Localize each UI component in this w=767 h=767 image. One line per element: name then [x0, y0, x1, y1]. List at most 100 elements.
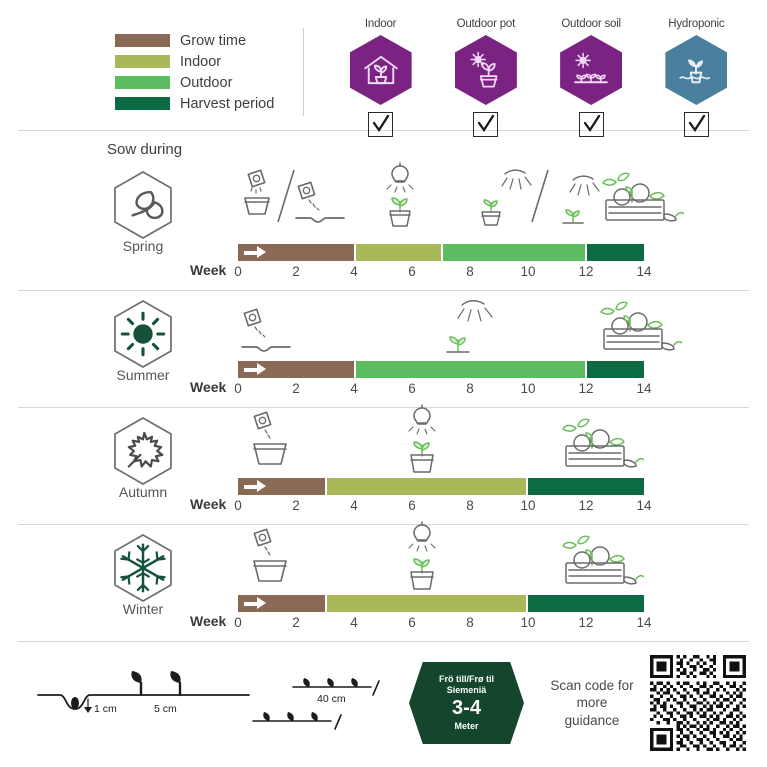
seed-count-value: 3-4	[452, 697, 481, 720]
legend-item: Harvest period	[115, 93, 285, 114]
season-row-autumn: Autumn	[18, 404, 749, 524]
hexagon-badge	[665, 35, 728, 105]
alternative-slash-divider	[529, 168, 551, 224]
week-tick: 2	[292, 498, 300, 513]
badge-indoor: Indoor	[335, 18, 427, 137]
badge-outdoor-pot: Outdoor pot	[440, 18, 532, 137]
hexagon-badge	[454, 35, 517, 105]
checkbox-outdoor-soil[interactable]	[578, 112, 604, 137]
divider	[18, 407, 749, 408]
week-tick: 0	[234, 498, 242, 513]
row-spacing-diagram: 40 cm	[251, 663, 401, 743]
segment-harvest-period	[587, 244, 644, 261]
segment-indoor	[356, 244, 441, 261]
segment-indoor	[327, 595, 526, 612]
harvest-crate-icon	[590, 295, 682, 357]
sun-soil-seedlings-icon	[560, 35, 623, 105]
alternative-slash-divider	[275, 168, 297, 224]
week-tick: 14	[636, 615, 652, 630]
segment-grow-time	[238, 361, 354, 378]
row-spacing-label: 40 cm	[317, 693, 346, 705]
sun-potted-plant-icon	[454, 35, 517, 105]
divider	[18, 290, 749, 291]
season-label: Summer	[116, 367, 170, 383]
growth-bar-autumn	[18, 478, 749, 495]
seed-count-badge: Frö till/Frø til Siemeniä 3-4 Meter	[409, 662, 524, 744]
badge-label: Hydroponic	[668, 18, 725, 30]
season-badge-autumn: Autumn	[103, 416, 183, 500]
timeline-spring: Week 0 2 4 6 8 10 12 14	[18, 218, 749, 279]
stage-icons-winter	[18, 521, 749, 591]
segment-harvest-period	[528, 595, 644, 612]
harvest-crate-icon	[552, 412, 644, 474]
sow-in-pot-icon	[232, 168, 280, 228]
footer-panel: 1 cm 5 cm 40 cm F	[18, 648, 749, 758]
week-tick: 0	[234, 381, 242, 396]
checkbox-indoor[interactable]	[368, 112, 394, 137]
week-axis-label: Week	[190, 496, 227, 512]
week-tick: 14	[636, 264, 652, 279]
week-tick: 0	[234, 264, 242, 279]
week-tick: 12	[578, 498, 594, 513]
week-tick: 4	[350, 264, 358, 279]
week-axis-label: Week	[190, 262, 227, 278]
week-tick: 14	[636, 498, 652, 513]
qr-code[interactable]	[650, 655, 746, 751]
legend-label: Outdoor	[180, 74, 233, 91]
sow-during-title: Sow during	[107, 141, 183, 158]
badge-label: Outdoor pot	[456, 18, 516, 30]
week-axis-label: Week	[190, 613, 227, 629]
legend-item: Outdoor	[115, 72, 285, 93]
harvest-crate-icon	[552, 529, 644, 591]
sun-icon	[112, 299, 174, 369]
timeline-winter: Week 0 2 4 6 8 10 12 14	[18, 569, 749, 630]
season-row-winter: Winter	[18, 521, 749, 641]
plant-spacing-label: 5 cm	[154, 703, 177, 715]
week-tick: 4	[350, 615, 358, 630]
segment-harvest-period	[587, 361, 644, 378]
week-tick: 6	[408, 498, 416, 513]
grow-lamp-seedling-icon	[391, 521, 453, 591]
swatch-indoor-icon	[115, 55, 170, 68]
week-tick: 10	[520, 498, 536, 513]
legend-item: Grow time	[115, 30, 285, 51]
week-tick: 12	[578, 381, 594, 396]
scan-instruction-text: Scan code for more guidance	[550, 678, 634, 728]
week-tick: 4	[350, 381, 358, 396]
week-tick: 8	[466, 264, 474, 279]
checkbox-outdoor-pot[interactable]	[473, 112, 499, 137]
sprout-icon	[112, 170, 174, 240]
week-tick: 6	[408, 264, 416, 279]
sun-soil-seedling-icon	[432, 291, 504, 357]
vertical-divider	[303, 28, 304, 116]
swatch-grow-time-icon	[115, 34, 170, 47]
week-axis-label: Week	[190, 379, 227, 395]
week-tick: 8	[466, 381, 474, 396]
swatch-harvest-period-icon	[115, 97, 170, 110]
segment-outdoor	[356, 361, 585, 378]
week-tick: 2	[292, 381, 300, 396]
stage-icons-autumn	[18, 404, 749, 474]
week-tick: 12	[578, 615, 594, 630]
segment-indoor	[327, 478, 526, 495]
segment-grow-time	[238, 595, 325, 612]
season-row-summer: Summer	[18, 291, 749, 407]
growth-bar-spring	[18, 244, 749, 261]
swatch-outdoor-icon	[115, 76, 170, 89]
week-tick: 14	[636, 381, 652, 396]
badge-label: Indoor	[364, 18, 397, 30]
hydroponic-icon	[665, 35, 728, 105]
legend-label: Grow time	[180, 32, 247, 49]
segment-grow-time	[238, 478, 325, 495]
sun-potted-seedling-icon	[471, 162, 537, 228]
checkbox-hydroponic[interactable]	[683, 112, 709, 137]
season-badge-winter: Winter	[103, 533, 183, 617]
legend-label: Indoor	[180, 53, 222, 70]
hexagon-badge	[560, 35, 623, 105]
legend: Grow time Indoor Outdoor Harvest period	[115, 18, 285, 130]
week-tick: 8	[466, 615, 474, 630]
seed-count-hexagon: Frö till/Frø til Siemeniä 3-4 Meter	[409, 662, 524, 744]
hexagon-badge	[349, 35, 412, 105]
segment-grow-time	[238, 244, 354, 261]
sowing-depth-label: 1 cm	[94, 703, 117, 715]
